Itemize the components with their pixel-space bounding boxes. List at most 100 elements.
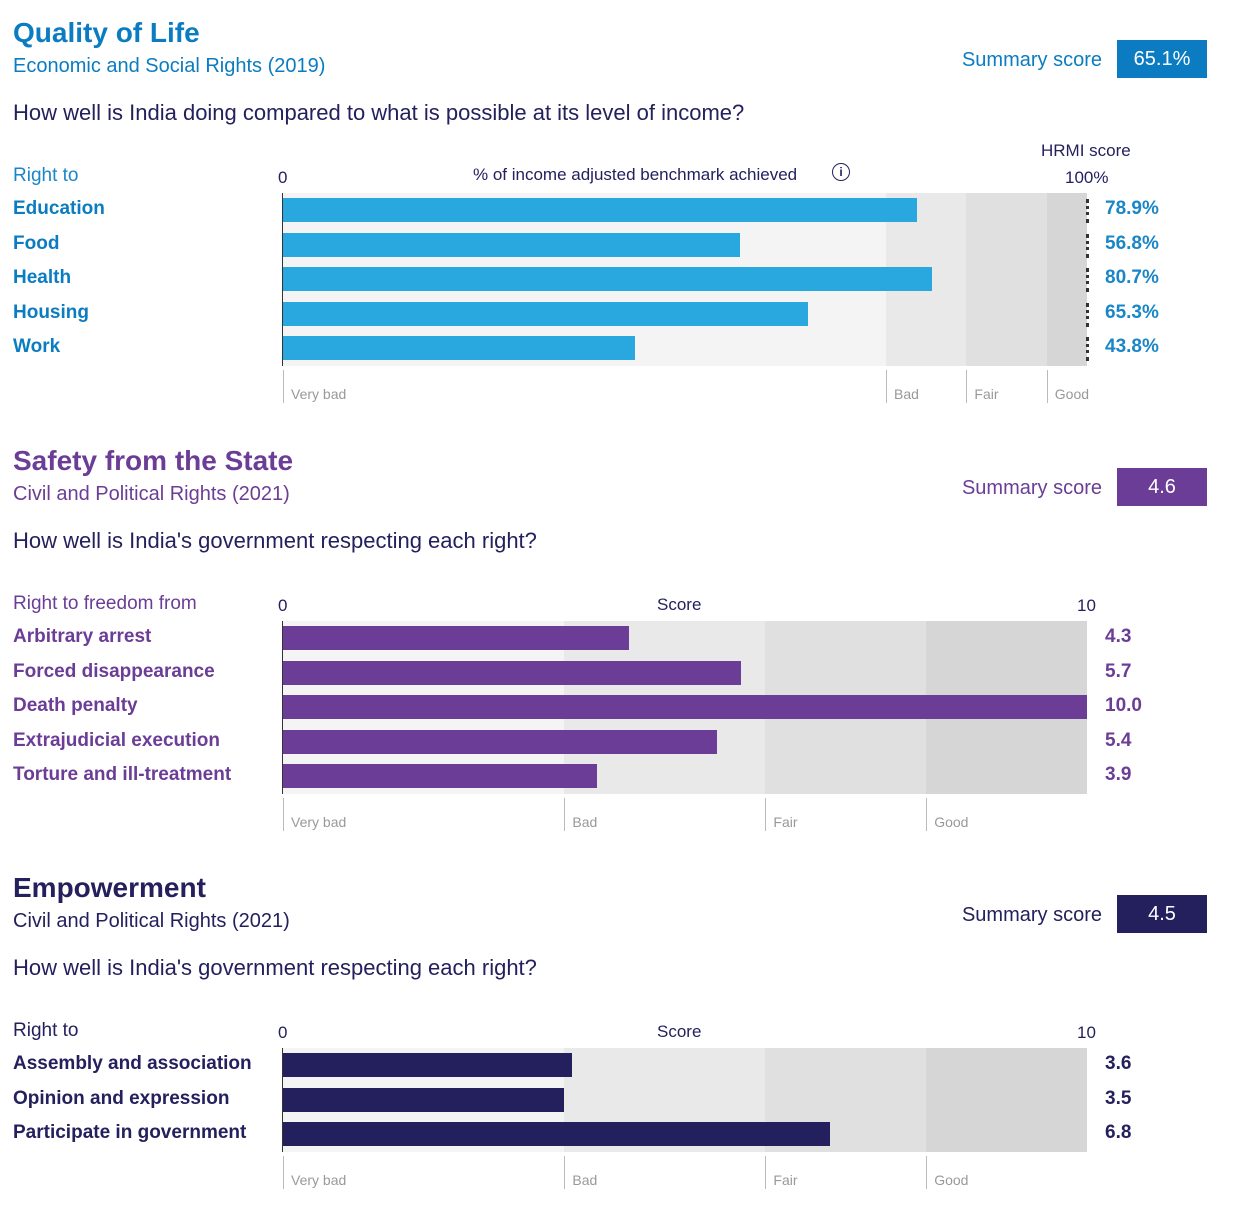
summary-score-badge: 65.1% bbox=[1117, 40, 1207, 78]
benchmark-marker bbox=[1086, 233, 1092, 258]
section-title: Safety from the State bbox=[13, 445, 294, 476]
band-tick bbox=[966, 370, 968, 403]
bar-assembly-and-association[interactable] bbox=[283, 1053, 573, 1077]
band-label: Very bad bbox=[291, 386, 347, 402]
value-label: 78.9% bbox=[1105, 198, 1159, 219]
row-label: Opinion and expression bbox=[13, 1087, 230, 1109]
value-label: 3.9 bbox=[1105, 764, 1132, 785]
summary-score-label: Summary score bbox=[961, 49, 1102, 71]
band-label: Good bbox=[934, 1171, 969, 1188]
value-label: 4.3 bbox=[1105, 626, 1132, 647]
axis-max-label: 10 bbox=[1077, 596, 1096, 615]
section-subtitle: Civil and Political Rights (2021) bbox=[13, 483, 290, 505]
row-label: Education bbox=[13, 198, 105, 219]
row-header: Right to bbox=[13, 1020, 79, 1041]
section-title: Empowerment bbox=[13, 872, 206, 903]
row-label: Participate in government bbox=[13, 1122, 247, 1143]
axis-label: Score bbox=[657, 1022, 702, 1041]
row-label: Death penalty bbox=[13, 695, 138, 716]
row-label: Torture and ill-treatment bbox=[13, 764, 232, 785]
value-label: 5.7 bbox=[1105, 660, 1132, 682]
band-tick bbox=[283, 370, 284, 403]
row-label: Forced disappearance bbox=[13, 660, 215, 682]
axis-label: Score bbox=[657, 595, 702, 614]
value-label: 10.0 bbox=[1105, 695, 1142, 716]
bar-forced-disappearance[interactable] bbox=[283, 660, 742, 685]
bar-arbitrary-arrest[interactable] bbox=[283, 626, 629, 650]
band-tick bbox=[926, 1155, 928, 1189]
benchmark-marker bbox=[1086, 199, 1092, 223]
bar-torture-and-ill-treatment[interactable] bbox=[283, 764, 597, 788]
band-label: Fair bbox=[773, 1171, 798, 1188]
band-tick bbox=[765, 798, 767, 831]
value-label: 5.4 bbox=[1105, 729, 1132, 751]
benchmark-marker bbox=[1086, 268, 1092, 292]
bar-death-penalty[interactable] bbox=[283, 695, 1087, 719]
value-label: 3.5 bbox=[1105, 1087, 1132, 1109]
row-header: Right to bbox=[13, 165, 79, 186]
info-circle-icon[interactable]: i bbox=[832, 163, 850, 181]
bar-work[interactable] bbox=[283, 336, 636, 360]
bar-health[interactable] bbox=[283, 267, 932, 291]
band-label: Bad bbox=[894, 386, 919, 402]
section-subtitle: Economic and Social Rights (2019) bbox=[13, 55, 326, 77]
summary-score-badge: 4.6 bbox=[1117, 468, 1207, 506]
section-subtitle: Civil and Political Rights (2021) bbox=[13, 910, 290, 932]
band-tick bbox=[765, 1155, 767, 1189]
bar-housing[interactable] bbox=[283, 301, 808, 326]
band-good bbox=[926, 1048, 1087, 1152]
bar-food[interactable] bbox=[283, 232, 740, 257]
right-header: HRMI score bbox=[1041, 141, 1131, 160]
band-tick bbox=[283, 798, 284, 831]
band-tick bbox=[926, 798, 928, 831]
row-label: Housing bbox=[13, 301, 89, 323]
row-label: Work bbox=[13, 336, 61, 357]
summary-score-label: Summary score bbox=[961, 477, 1102, 499]
row-label: Extrajudicial execution bbox=[13, 729, 220, 751]
axis-min-label: 0 bbox=[278, 1023, 288, 1042]
axis-line bbox=[282, 1048, 283, 1152]
axis-max-label: 100% bbox=[1065, 168, 1109, 187]
band-tick bbox=[886, 370, 887, 403]
section-title: Quality of Life bbox=[13, 17, 200, 48]
band-tick bbox=[564, 1155, 566, 1189]
summary-score-badge: 4.5 bbox=[1117, 895, 1207, 933]
chart-section: Quality of Life Economic and Social Right… bbox=[0, 0, 1233, 411]
row-label: Health bbox=[13, 267, 72, 288]
bar-education[interactable] bbox=[283, 198, 918, 222]
bar-extrajudicial-execution[interactable] bbox=[283, 729, 718, 754]
bar-participate-in-government[interactable] bbox=[283, 1122, 830, 1146]
section-question: How well is India's government respectin… bbox=[13, 955, 537, 980]
axis-line bbox=[282, 193, 283, 366]
value-label: 6.8 bbox=[1105, 1122, 1132, 1143]
band-fair bbox=[966, 193, 1047, 366]
band-good bbox=[1046, 193, 1087, 366]
band-label: Good bbox=[934, 814, 969, 830]
band-label: Very bad bbox=[291, 814, 347, 830]
axis-min-label: 0 bbox=[278, 168, 288, 187]
bar-opinion-and-expression[interactable] bbox=[283, 1087, 565, 1112]
value-label: 65.3% bbox=[1105, 301, 1159, 323]
band-label: Fair bbox=[773, 814, 798, 830]
row-label: Arbitrary arrest bbox=[13, 626, 152, 647]
chart-section: Empowerment Civil and Political Rights (2… bbox=[0, 855, 1233, 1197]
row-label: Assembly and association bbox=[13, 1053, 252, 1074]
band-label: Very bad bbox=[291, 1171, 347, 1188]
summary-score-label: Summary score bbox=[961, 904, 1102, 926]
band-label: Fair bbox=[974, 386, 999, 402]
band-tick bbox=[564, 798, 566, 831]
axis-min-label: 0 bbox=[278, 596, 288, 615]
axis-line bbox=[282, 621, 283, 794]
value-label: 80.7% bbox=[1105, 267, 1159, 288]
benchmark-marker bbox=[1086, 337, 1092, 361]
row-label: Food bbox=[13, 232, 60, 254]
band-tick bbox=[1046, 370, 1048, 403]
row-header: Right to freedom from bbox=[13, 593, 197, 614]
section-question: How well is India doing compared to what… bbox=[13, 100, 745, 125]
band-label: Good bbox=[1054, 386, 1090, 402]
value-label: 56.8% bbox=[1105, 232, 1159, 254]
value-label: 3.6 bbox=[1105, 1053, 1132, 1074]
axis-max-label: 10 bbox=[1077, 1023, 1096, 1042]
band-label: Bad bbox=[572, 1171, 598, 1188]
